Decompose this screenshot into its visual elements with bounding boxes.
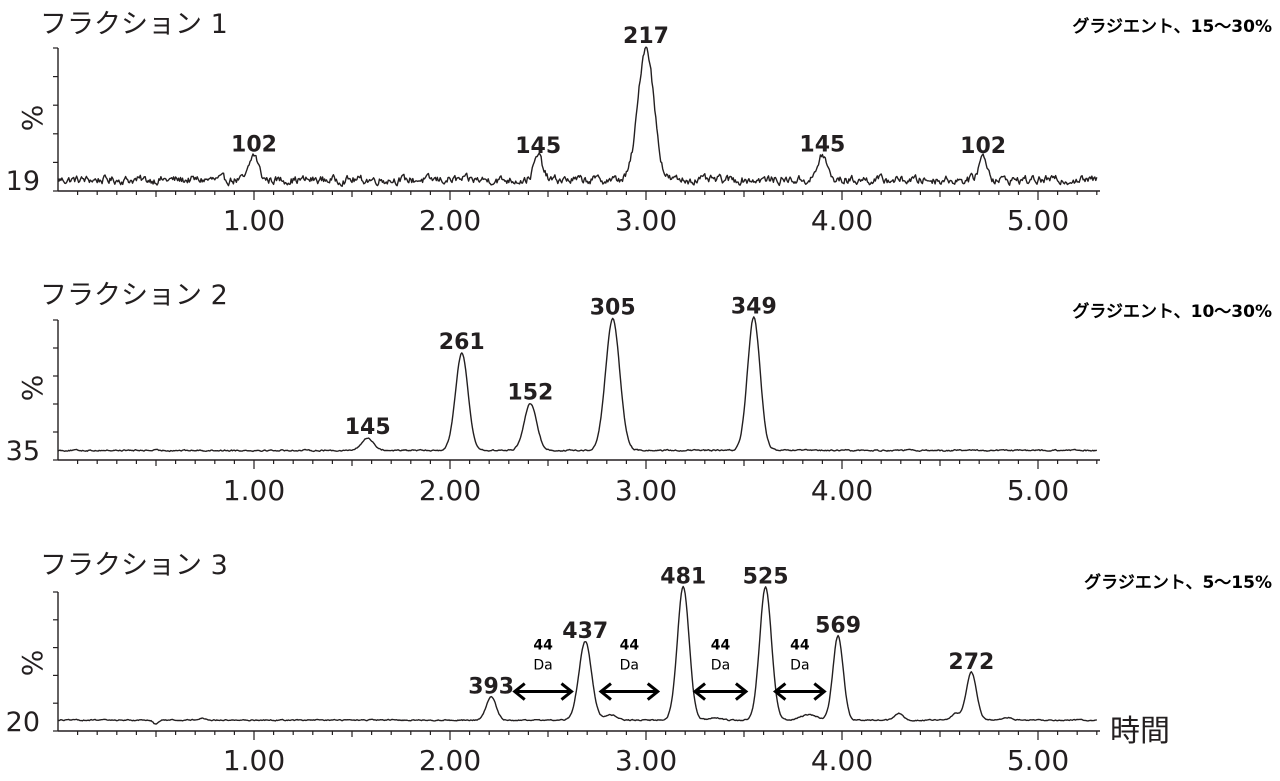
- fraction2-title: フラクション 2: [40, 280, 228, 311]
- mass-difference-value: 44: [533, 638, 553, 654]
- fraction2-y-axis-label: %: [16, 375, 49, 402]
- fraction2-peak-label: 305: [590, 296, 636, 321]
- fraction2-y-min-label: 35: [6, 436, 40, 467]
- fraction3-x-tick-label: 5.00: [1007, 744, 1069, 777]
- fraction3-y-min-label: 20: [6, 707, 40, 738]
- fraction1-x-tick-label: 4.00: [811, 204, 873, 237]
- fraction1-y-axis-label: %: [16, 105, 49, 132]
- arrow-head-left: [772, 682, 787, 701]
- fraction3-x-tick-label: 3.00: [615, 744, 677, 777]
- fraction1-y-min-label: 19: [6, 166, 40, 197]
- mass-difference-unit: Da: [533, 658, 552, 674]
- fraction3-title: フラクション 3: [40, 550, 228, 581]
- fraction2-x-tick-label: 3.00: [615, 474, 677, 507]
- fraction3-peak-label: 569: [815, 613, 861, 638]
- fraction2-x-tick-label: 5.00: [1007, 474, 1069, 507]
- fraction3-peak-label: 437: [562, 619, 608, 644]
- arrow-head-right: [560, 682, 574, 701]
- fraction1-gradient-label: グラジエント、15～30%: [1072, 17, 1272, 37]
- fraction2-x-tick-label: 2.00: [419, 474, 481, 507]
- fraction2-peak-label: 145: [345, 415, 391, 440]
- fraction2-peak-label: 349: [731, 294, 777, 319]
- fraction1-title: フラクション 1: [40, 9, 228, 40]
- fraction1-x-tick-label: 1.00: [223, 204, 285, 237]
- mass-difference-unit: Da: [620, 658, 639, 674]
- arrow-head-right: [813, 682, 827, 701]
- fraction3-y-axis-label: %: [16, 650, 49, 677]
- fraction1-peak-label: 102: [231, 133, 277, 158]
- fraction2-x-tick-label: 4.00: [811, 474, 873, 507]
- fraction1-peak-label: 145: [799, 133, 845, 158]
- mass-difference-value: 44: [711, 638, 731, 654]
- mass-difference-value: 44: [620, 638, 640, 654]
- fraction2-peak-label: 261: [439, 330, 485, 355]
- fraction1-trace-line: [57, 46, 1098, 187]
- fraction1-peak-label: 145: [515, 134, 561, 159]
- fraction1-x-tick-label: 2.00: [419, 204, 481, 237]
- mass-difference-value: 44: [790, 638, 810, 654]
- fraction2-gradient-label: グラジエント、10～30%: [1072, 302, 1272, 322]
- x-axis-label-time: 時間: [1110, 714, 1170, 749]
- fraction1-peak-label: 217: [623, 24, 669, 49]
- fraction3-x-tick-label: 2.00: [419, 744, 481, 777]
- mass-difference-unit: Da: [790, 658, 809, 674]
- arrow-head-right: [734, 682, 749, 701]
- mass-difference-unit: Da: [711, 658, 730, 674]
- arrow-head-left: [692, 682, 706, 701]
- fraction2-peak-label: 152: [507, 381, 553, 406]
- fraction2-x-tick-label: 1.00: [223, 474, 285, 507]
- fraction1-x-tick-label: 3.00: [615, 204, 677, 237]
- fraction3-peak-label: 393: [468, 675, 514, 700]
- fraction3-peak-label: 272: [948, 650, 994, 675]
- fraction3-peak-label: 525: [743, 564, 789, 589]
- fraction3-trace-line: [57, 585, 1098, 725]
- fraction3-x-tick-label: 1.00: [223, 744, 285, 777]
- fraction3-x-tick-label: 4.00: [811, 744, 873, 777]
- arrow-head-left: [598, 682, 612, 701]
- arrow-head-left: [512, 682, 526, 701]
- arrow-head-right: [646, 682, 661, 701]
- fraction1-x-tick-label: 5.00: [1007, 204, 1069, 237]
- fraction3-peak-label: 481: [660, 564, 706, 589]
- fraction2-trace-line: [57, 316, 1098, 453]
- fraction3-gradient-label: グラジエント、5～15%: [1084, 573, 1272, 593]
- fraction1-peak-label: 102: [960, 134, 1006, 159]
